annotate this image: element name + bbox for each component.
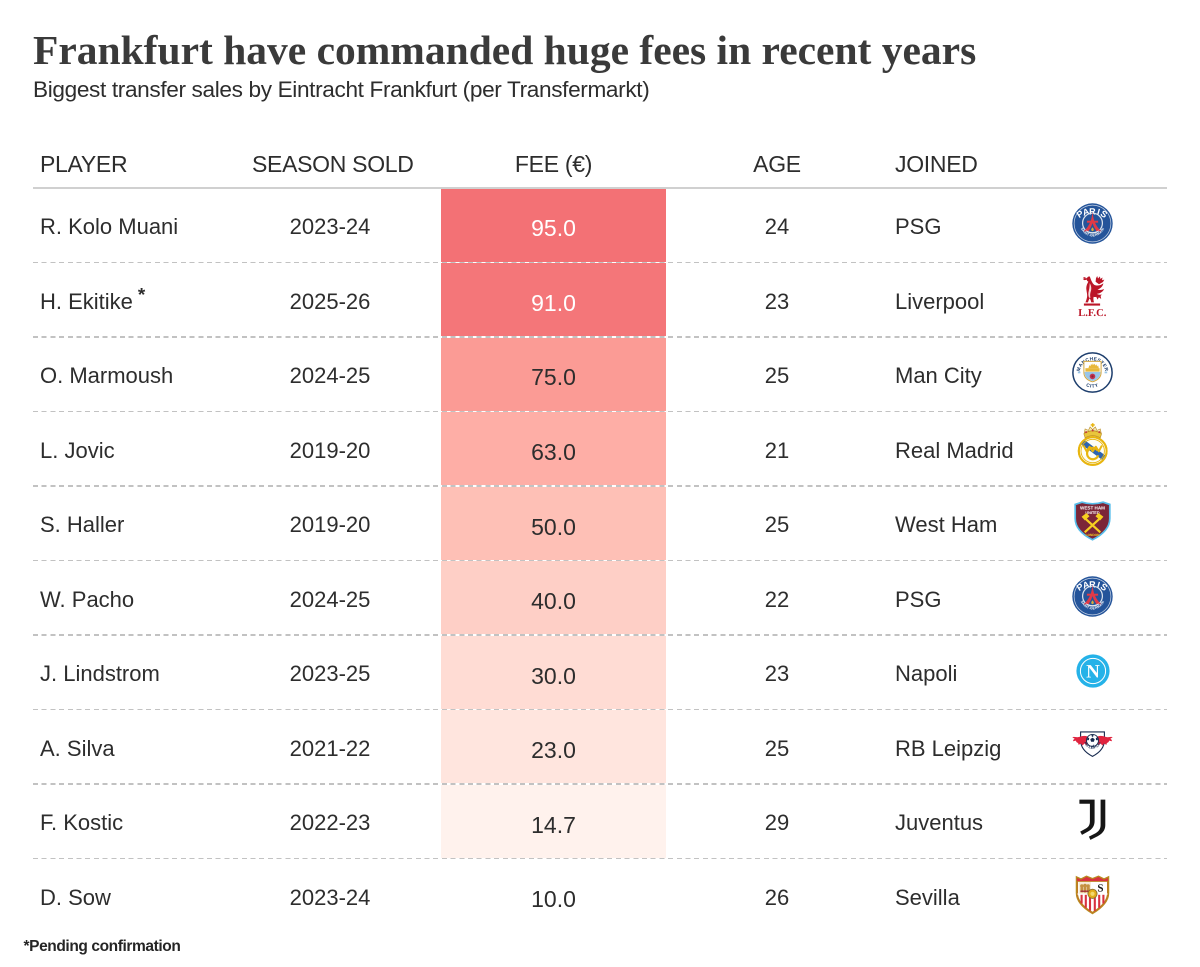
svg-text:A: A [1082,206,1091,218]
svg-text:L.F.C.: L.F.C. [1079,308,1108,319]
svg-text:A: A [1082,579,1091,591]
svg-text:I: I [1096,207,1101,217]
svg-text:R: R [1089,579,1096,589]
svg-text:CITY: CITY [1085,382,1100,389]
svg-text:LONDON: LONDON [1086,534,1101,538]
svg-text:UNITED: UNITED [1086,512,1100,516]
svg-text:S: S [1099,208,1109,220]
svg-text:P: P [1075,208,1085,220]
svg-text:WEST HAM: WEST HAM [1080,506,1105,511]
svg-text:I: I [1096,579,1101,589]
svg-text:P: P [1075,581,1085,593]
svg-text:R: R [1089,206,1096,216]
svg-text:S: S [1099,581,1109,593]
svg-text:S: S [1098,882,1104,894]
svg-text:N: N [1086,661,1100,682]
